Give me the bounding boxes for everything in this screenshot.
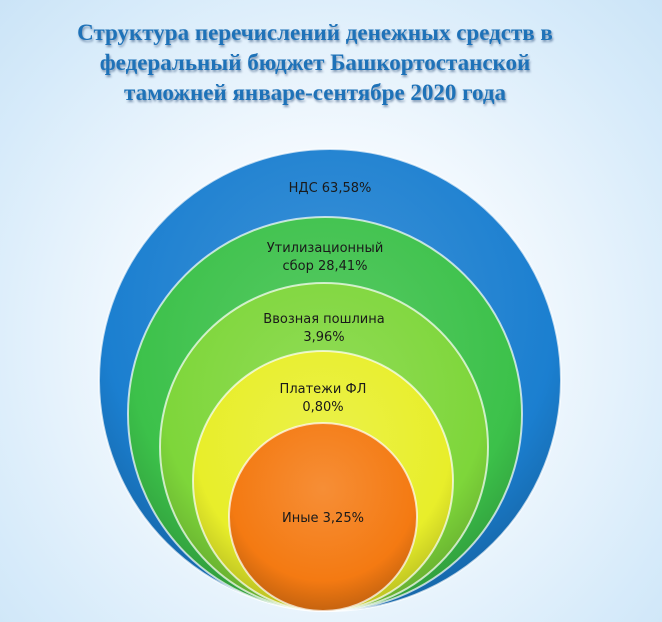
title-line: таможней январе-сентябре 2020 года [123, 80, 506, 105]
segment-label: сбор 28,41% [282, 259, 367, 274]
title-line: федеральный бюджет Башкортостанской [99, 50, 531, 75]
segment-label: НДС 63,58% [289, 181, 372, 196]
segment-label: Ввозная пошлина [263, 312, 384, 327]
segment-label: Утилизационный [267, 241, 384, 256]
circle-5 [228, 422, 418, 612]
segment-label: 3,96% [303, 330, 344, 345]
diagram-title: Структура перечислений денежных средств … [0, 18, 630, 108]
segment-label: Платежи ФЛ [280, 382, 367, 397]
segment-label: Иные 3,25% [282, 511, 364, 526]
segment-label: 0,80% [302, 400, 343, 415]
title-line: Структура перечислений денежных средств … [77, 20, 553, 45]
